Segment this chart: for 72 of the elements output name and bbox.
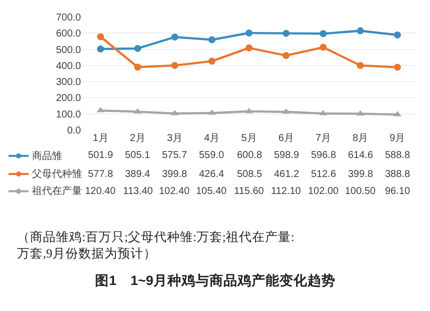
point (171, 34, 178, 41)
data-label: 120.40 (85, 186, 116, 197)
point (394, 64, 401, 71)
y-tick-label: 100.0 (56, 109, 82, 120)
x-tick-label: 2月 (130, 133, 146, 144)
data-label: 100.50 (345, 186, 376, 197)
data-label: 426.4 (199, 169, 224, 180)
data-label: 461.2 (274, 169, 300, 180)
point (97, 45, 104, 52)
point (282, 52, 290, 60)
data-label: 575.7 (162, 150, 188, 161)
point (208, 109, 216, 115)
data-label: 600.8 (237, 150, 262, 161)
data-label: 559.0 (199, 150, 224, 161)
data-label: 596.8 (311, 150, 336, 161)
data-label: 388.8 (385, 169, 410, 180)
y-tick-label: 600.0 (56, 28, 82, 40)
y-tick-label: 400.0 (56, 60, 82, 72)
y-tick-label: 700.0 (56, 12, 82, 24)
point (356, 62, 364, 69)
legend-label: 父母代种雏 (32, 168, 82, 180)
point (246, 44, 252, 52)
y-tick-label: 300.0 (56, 77, 82, 88)
data-label: 389.4 (125, 169, 150, 180)
point (320, 30, 327, 38)
point (134, 64, 142, 71)
point (134, 44, 142, 52)
data-label: 399.8 (348, 169, 374, 180)
x-tick-label: 8月 (352, 133, 368, 144)
point (320, 44, 327, 51)
point (246, 30, 252, 37)
point (394, 31, 401, 38)
x-tick-label: 5月 (241, 133, 257, 144)
x-tick-label: 7月 (315, 133, 331, 144)
data-label: 105.40 (196, 186, 228, 197)
data-label: 577.8 (88, 169, 114, 180)
data-label: 96.10 (385, 186, 410, 197)
point (208, 58, 216, 65)
y-tick-label: 500.0 (56, 44, 82, 56)
point (356, 27, 364, 34)
point (97, 33, 104, 40)
text: 图1 1~9月种鸡与商品鸡产能变化趋势 (95, 272, 336, 288)
legend-label: 祖代在产量 (32, 185, 82, 197)
data-label: 598.9 (274, 150, 300, 161)
data-label: 614.6 (348, 150, 374, 161)
data-label: 505.1 (125, 150, 150, 161)
legend-label: 商品雏 (32, 150, 62, 162)
data-label: 112.10 (271, 186, 302, 197)
point (208, 36, 216, 44)
x-tick-label: 4月 (204, 133, 220, 144)
data-label: 115.60 (234, 186, 264, 197)
data-label: 501.9 (88, 150, 114, 161)
point (171, 62, 178, 69)
point (356, 110, 364, 116)
x-tick-label: 6月 (278, 133, 294, 144)
data-label: 399.8 (162, 169, 188, 180)
data-label: 508.5 (237, 169, 262, 180)
x-tick-label: 3月 (167, 133, 183, 144)
text: （商品雏鸡:百万只;父母代种雏:万套;祖代在产量:万套,9月份数据为预计） (17, 230, 294, 260)
data-label: 102.00 (308, 186, 340, 197)
y-tick-label: 0.0 (67, 126, 82, 136)
point (282, 108, 290, 114)
data-label: 113.40 (123, 186, 154, 197)
data-label: 588.8 (385, 150, 410, 161)
y-tick-label: 200.0 (56, 93, 82, 104)
point (170, 110, 179, 116)
x-tick-label: 1月 (92, 133, 108, 144)
data-label: 512.6 (311, 169, 336, 180)
x-tick-label: 9月 (390, 133, 406, 144)
point (393, 110, 402, 116)
point (282, 30, 290, 37)
data-label: 102.40 (159, 186, 190, 197)
